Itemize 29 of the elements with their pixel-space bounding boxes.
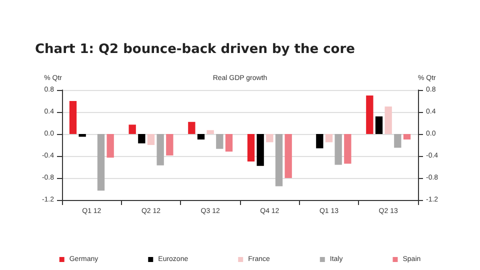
bar (188, 122, 196, 134)
bar (366, 96, 374, 134)
bar (78, 134, 86, 137)
bar (344, 134, 352, 164)
bar (97, 134, 105, 191)
bar (384, 106, 392, 134)
bar (166, 134, 174, 156)
bar (394, 134, 402, 148)
bar (247, 134, 255, 162)
chart-title: Chart 1: Q2 bounce-back driven by the core (35, 42, 356, 57)
bar (197, 134, 205, 140)
bar (403, 134, 411, 140)
bar (334, 134, 342, 165)
bar (284, 134, 292, 178)
bar (138, 134, 146, 144)
bar (216, 134, 224, 149)
bar (325, 134, 333, 142)
bar (375, 116, 383, 134)
bar (69, 101, 77, 134)
bar (266, 134, 274, 142)
bar (316, 134, 324, 148)
bar (106, 134, 114, 158)
bar (225, 134, 233, 152)
bar (206, 130, 214, 134)
bar (156, 134, 164, 166)
bar (147, 134, 155, 145)
bar (256, 134, 264, 166)
bar (275, 134, 283, 186)
bar (128, 124, 136, 134)
